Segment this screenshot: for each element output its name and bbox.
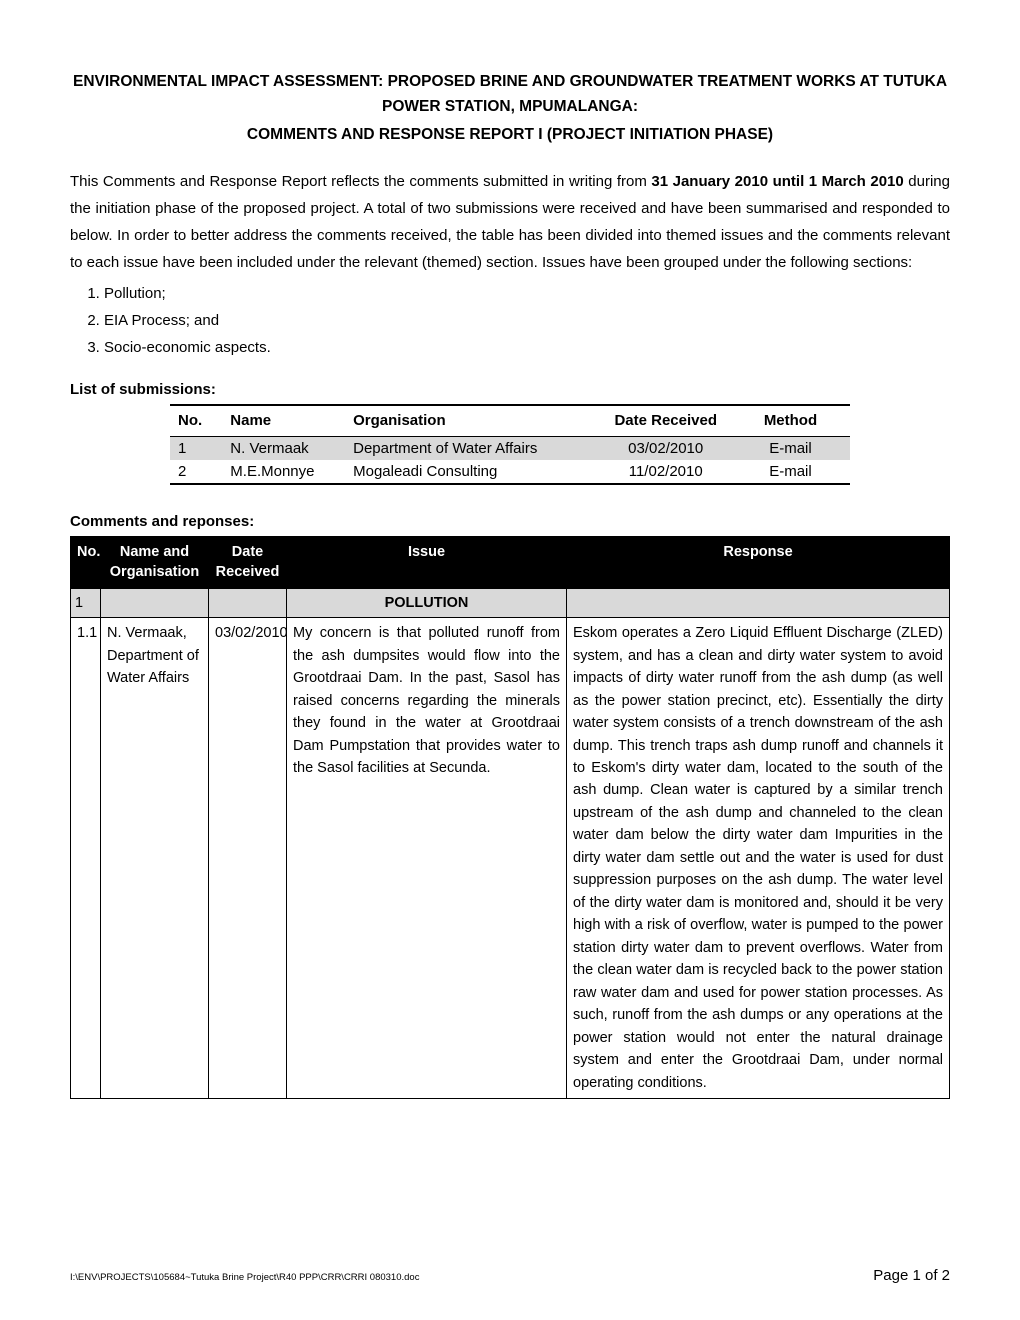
sub-cell-org: Department of Water Affairs — [345, 437, 600, 461]
cmt-cell-no: 1.1 — [71, 618, 101, 1099]
sub-header-method: Method — [731, 405, 850, 437]
cmt-header-no: No. — [71, 537, 101, 589]
cmt-cell-name: N. Vermaak, Department of Water Affairs — [101, 618, 209, 1099]
sub-cell-name: M.E.Monnye — [222, 460, 345, 484]
cmt-header-issue: Issue — [287, 537, 567, 589]
cmt-section-empty-1 — [101, 588, 209, 617]
comments-header-row: No. Name and Organisation Date Received … — [71, 537, 950, 589]
sub-cell-org: Mogaleadi Consulting — [345, 460, 600, 484]
cmt-cell-response: Eskom operates a Zero Liquid Effluent Di… — [567, 618, 950, 1099]
sub-cell-no: 2 — [170, 460, 222, 484]
document-title: ENVIRONMENTAL IMPACT ASSESSMENT: PROPOSE… — [70, 70, 950, 120]
sub-header-org: Organisation — [345, 405, 600, 437]
footer-page-number: Page 1 of 2 — [873, 1267, 950, 1284]
submissions-header-row: No. Name Organisation Date Received Meth… — [170, 405, 850, 437]
cmt-header-response: Response — [567, 537, 950, 589]
cmt-section-empty-2 — [209, 588, 287, 617]
sub-cell-no: 1 — [170, 437, 222, 461]
cmt-header-name: Name and Organisation — [101, 537, 209, 589]
submission-row-1: 1 N. Vermaak Department of Water Affairs… — [170, 437, 850, 461]
intro-text-pre: This Comments and Response Report reflec… — [70, 173, 651, 190]
comment-row-1-1: 1.1 N. Vermaak, Department of Water Affa… — [71, 618, 950, 1099]
footer-filepath: I:\ENV\PROJECTS\105684~Tutuka Brine Proj… — [70, 1272, 419, 1283]
section-item-eia: EIA Process; and — [104, 307, 950, 334]
cmt-cell-issue: My concern is that polluted runoff from … — [287, 618, 567, 1099]
sub-cell-date: 11/02/2010 — [600, 460, 730, 484]
submissions-table: No. Name Organisation Date Received Meth… — [170, 404, 850, 486]
submissions-heading: List of submissions: — [70, 381, 950, 398]
section-item-pollution: Pollution; — [104, 280, 950, 307]
submission-row-2: 2 M.E.Monnye Mogaleadi Consulting 11/02/… — [170, 460, 850, 484]
section-item-socio: Socio-economic aspects. — [104, 334, 950, 361]
cmt-section-title: POLLUTION — [287, 588, 567, 617]
page-footer: I:\ENV\PROJECTS\105684~Tutuka Brine Proj… — [70, 1267, 950, 1284]
cmt-cell-date: 03/02/2010 — [209, 618, 287, 1099]
comments-section-row: 1 POLLUTION — [71, 588, 950, 617]
sub-header-name: Name — [222, 405, 345, 437]
cmt-header-date: Date Received — [209, 537, 287, 589]
sub-header-no: No. — [170, 405, 222, 437]
document-page: ENVIRONMENTAL IMPACT ASSESSMENT: PROPOSE… — [0, 0, 1020, 1320]
sub-cell-method: E-mail — [731, 460, 850, 484]
cmt-section-no: 1 — [71, 588, 101, 617]
document-subtitle: COMMENTS AND RESPONSE REPORT I (PROJECT … — [70, 126, 950, 144]
sub-cell-method: E-mail — [731, 437, 850, 461]
sections-list: Pollution; EIA Process; and Socio-econom… — [104, 280, 950, 361]
intro-date-range: 31 January 2010 until 1 March 2010 — [651, 173, 903, 190]
cmt-section-empty-3 — [567, 588, 950, 617]
sub-cell-date: 03/02/2010 — [600, 437, 730, 461]
comments-heading: Comments and reponses: — [70, 513, 950, 530]
intro-paragraph: This Comments and Response Report reflec… — [70, 168, 950, 276]
sub-cell-name: N. Vermaak — [222, 437, 345, 461]
sub-header-date: Date Received — [600, 405, 730, 437]
comments-table: No. Name and Organisation Date Received … — [70, 536, 950, 1099]
